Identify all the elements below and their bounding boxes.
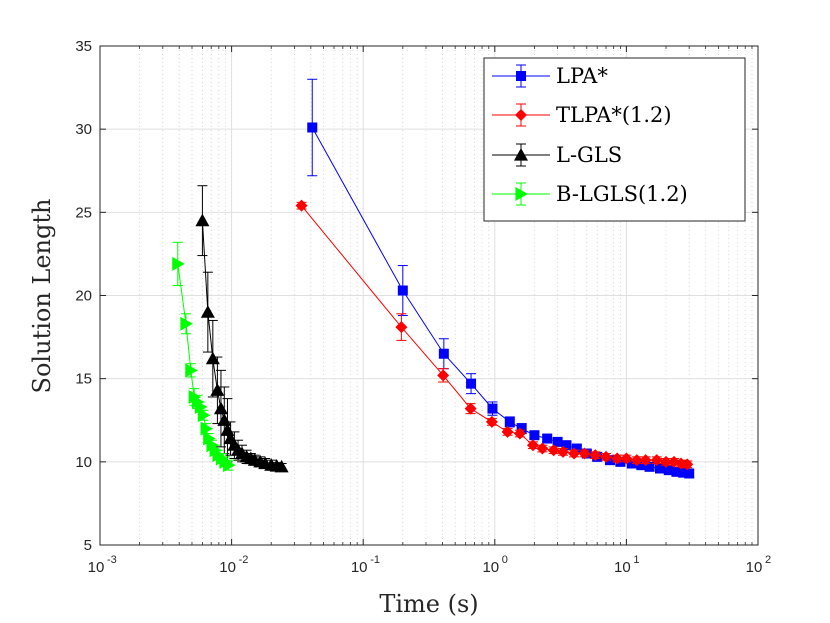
legend-entry: TLPA*(1.2) [492,103,672,127]
y-axis-title: Solution Length [28,199,56,394]
x-tick-label: 10 [88,559,105,576]
y-tick-label: 15 [75,371,92,388]
x-tick-exponent: -2 [239,554,249,566]
legend-marker [516,71,526,81]
data-point [536,442,549,455]
data-point [561,440,572,451]
data-point [200,305,215,318]
data-point [205,351,220,365]
x-tick-label: 10 [219,559,236,576]
x-tick-label: 10 [482,559,499,576]
data-point [611,452,624,465]
legend-label: L-GLS [556,143,622,167]
data-point [547,444,560,457]
x-tick-exponent: 1 [633,554,639,566]
data-point [684,468,695,479]
data-point [639,454,652,467]
y-tick-label: 20 [75,288,92,305]
data-point [542,433,553,444]
data-point [307,122,318,133]
data-point [516,423,527,434]
series-l-gls [195,185,289,473]
series-layer [172,78,695,479]
data-point [438,348,449,359]
data-point [568,447,581,460]
data-point [210,383,225,396]
data-point [557,445,570,458]
data-point [485,415,498,428]
data-point [217,413,232,426]
data-point [620,452,633,465]
series-b-lgls-1-2- [172,241,236,473]
legend-marker [515,109,527,121]
data-point [654,463,665,474]
x-tick-label: 10 [614,559,631,576]
data-point [197,408,211,423]
data-point [636,460,647,471]
data-point [526,439,539,452]
data-point [501,425,514,438]
y-tick-label: 30 [75,121,92,138]
series-tlpa-1-2- [295,199,694,471]
data-point [630,454,643,467]
legend-entry: L-GLS [492,143,622,167]
x-tick-label: 10 [746,559,763,576]
data-point [671,466,682,477]
data-point [172,256,185,271]
data-point [578,447,591,460]
legend-entry: B-LGLS(1.2) [492,182,688,206]
data-point [195,213,210,227]
data-point [529,430,540,441]
data-point [663,465,674,476]
legend-label: TLPA*(1.2) [556,103,672,127]
data-point [487,403,498,414]
legend-entry: LPA* [492,64,608,88]
legend-label: LPA* [556,64,608,88]
y-tick-label: 5 [84,537,92,554]
data-point [513,427,526,440]
y-tick-label: 10 [75,454,92,471]
data-point [185,363,198,378]
data-point [180,316,193,331]
legend-marker [514,148,528,161]
data-point [504,416,515,427]
data-point [660,455,673,468]
data-point [466,378,477,389]
data-point [295,199,308,212]
x-tick-exponent: 2 [765,554,771,566]
data-point [650,454,663,467]
legend: LPA* TLPA*(1.2) L-GLS B-LGLS(1.2) [483,57,746,222]
x-tick-exponent: -3 [107,554,117,566]
data-point [203,431,216,446]
data-point [397,285,408,296]
data-point [213,401,228,415]
data-point [589,449,602,462]
data-point [678,467,689,478]
legend-label: B-LGLS(1.2) [556,182,688,206]
x-tick-exponent: -1 [370,554,380,566]
data-point [681,458,694,471]
data-point [644,461,655,472]
legend-marker [515,187,528,201]
data-point [600,450,613,463]
x-tick-exponent: 0 [502,554,508,566]
data-point [464,402,477,415]
x-tick-label: 10 [351,559,368,576]
data-point [223,458,236,473]
data-point [552,436,563,447]
data-point [274,459,289,473]
data-point [395,321,408,334]
y-tick-label: 25 [75,204,92,221]
data-point [571,443,582,454]
y-tick-label: 35 [75,38,92,55]
x-axis-title: Time (s) [379,590,478,618]
data-point [437,369,450,382]
